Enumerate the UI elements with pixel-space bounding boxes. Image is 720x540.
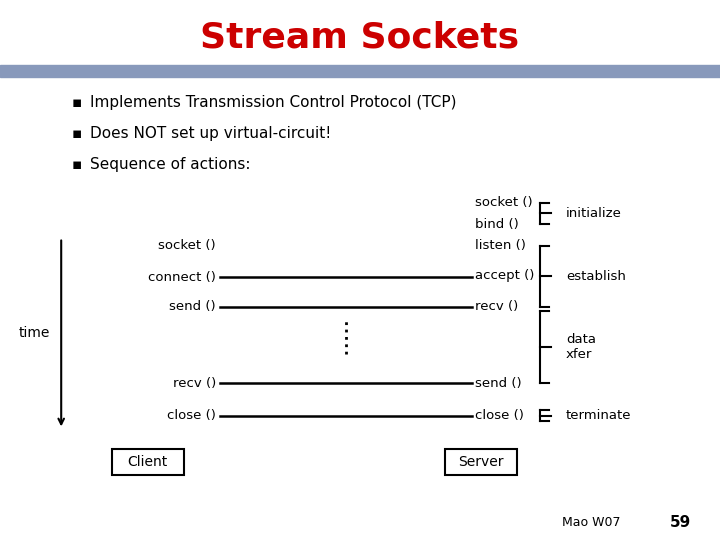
Text: send (): send ()	[475, 377, 522, 390]
Text: socket (): socket ()	[158, 239, 216, 252]
Text: socket (): socket ()	[475, 196, 533, 209]
Text: connect (): connect ()	[148, 271, 216, 284]
Text: send (): send ()	[169, 300, 216, 313]
Text: Sequence of actions:: Sequence of actions:	[90, 157, 251, 172]
Text: close (): close ()	[475, 409, 524, 422]
Text: ▪: ▪	[72, 157, 82, 172]
Bar	[112, 449, 184, 475]
Text: ▪: ▪	[72, 95, 82, 110]
Text: terminate: terminate	[566, 409, 631, 422]
Text: recv (): recv ()	[173, 377, 216, 390]
Text: time: time	[19, 327, 50, 340]
Bar	[0, 65, 720, 77]
Text: Server: Server	[458, 455, 504, 469]
Bar	[445, 449, 517, 475]
Text: 59: 59	[670, 515, 691, 530]
Text: Mao W07: Mao W07	[562, 516, 620, 529]
Text: Client: Client	[127, 455, 168, 469]
Text: listen (): listen ()	[475, 239, 526, 252]
Text: Implements Transmission Control Protocol (TCP): Implements Transmission Control Protocol…	[90, 95, 456, 110]
Text: accept (): accept ()	[475, 269, 534, 282]
Text: establish: establish	[566, 269, 626, 283]
Text: ▪: ▪	[72, 126, 82, 141]
Text: close (): close ()	[167, 409, 216, 422]
Text: bind (): bind ()	[475, 218, 519, 231]
Text: Does NOT set up virtual-circuit!: Does NOT set up virtual-circuit!	[90, 126, 331, 141]
Text: data
xfer: data xfer	[566, 333, 596, 361]
Text: Stream Sockets: Stream Sockets	[200, 21, 520, 55]
Text: recv (): recv ()	[475, 300, 518, 313]
Text: initialize: initialize	[566, 207, 622, 220]
